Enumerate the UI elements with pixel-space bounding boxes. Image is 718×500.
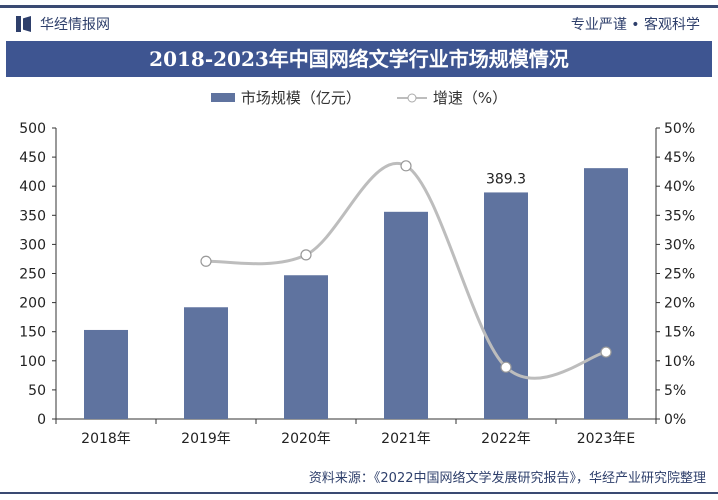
top-rule: [0, 5, 718, 8]
legend-label: 增速（%）: [432, 89, 508, 107]
bar-2019年: [184, 307, 228, 419]
left-tick-label: 0: [37, 412, 46, 428]
growth-point: [300, 249, 312, 261]
left-tick-label: 500: [19, 121, 46, 137]
bar-2020年: [284, 275, 328, 419]
right-tick-label: 0%: [664, 412, 686, 428]
growth-point: [600, 346, 612, 358]
data-label: 389.3: [486, 171, 526, 187]
x-tick-label: 2022年: [481, 431, 531, 447]
chart-title: 2018-2023年中国网络文学行业市场规模情况: [6, 41, 712, 77]
right-tick-label: 30%: [664, 237, 695, 253]
left-tick-label: 250: [19, 267, 46, 283]
right-tick-label: 50%: [664, 121, 695, 137]
legend-bar-swatch: [210, 93, 235, 102]
x-tick-label: 2020年: [281, 431, 331, 447]
left-tick-label: 200: [19, 296, 46, 312]
x-tick-label: 2021年: [381, 431, 431, 447]
bar-2022年: [484, 192, 528, 419]
growth-point: [400, 160, 412, 172]
left-tick-label: 400: [19, 179, 46, 195]
legend-label: 市场规模（亿元）: [240, 89, 361, 107]
right-tick-label: 40%: [664, 179, 695, 195]
brand-name: 华经情报网: [40, 17, 110, 33]
right-tick-label: 10%: [664, 354, 695, 370]
growth-point: [500, 361, 512, 373]
bar-2023年E: [584, 168, 628, 419]
logo-icon: [16, 16, 32, 32]
legend-item-market: 市场规模（亿元）: [210, 87, 361, 108]
x-tick-label: 2023年E: [577, 431, 635, 447]
brand: 华经情报网: [16, 14, 110, 34]
left-tick-label: 300: [19, 237, 46, 253]
x-tick-label: 2019年: [181, 431, 231, 447]
x-tick-label: 2018年: [81, 431, 131, 447]
left-tick-label: 100: [19, 354, 46, 370]
left-tick-label: 50: [28, 383, 46, 399]
source-note: 资料来源：《2022中国网络文学发展研究报告》，华经产业研究院整理: [308, 471, 706, 486]
right-tick-label: 20%: [664, 296, 695, 312]
right-tick-label: 15%: [664, 325, 695, 341]
left-tick-label: 350: [19, 208, 46, 224]
right-tick-label: 45%: [664, 150, 695, 166]
left-tick-label: 150: [19, 325, 46, 341]
right-tick-label: 35%: [664, 208, 695, 224]
right-tick-label: 25%: [664, 267, 695, 283]
legend-item-growth: 增速（%）: [396, 87, 508, 108]
bottom-rule: [0, 492, 718, 494]
legend: 市场规模（亿元） 增速（%）: [0, 87, 718, 108]
slogan: 专业严谨 • 客观科学: [570, 17, 700, 33]
left-tick-label: 450: [19, 150, 46, 166]
right-tick-label: 5%: [664, 383, 686, 399]
bar-2021年: [384, 211, 428, 419]
legend-line-swatch: [396, 93, 427, 102]
growth-point: [200, 255, 212, 267]
bar-2018年: [84, 329, 128, 419]
